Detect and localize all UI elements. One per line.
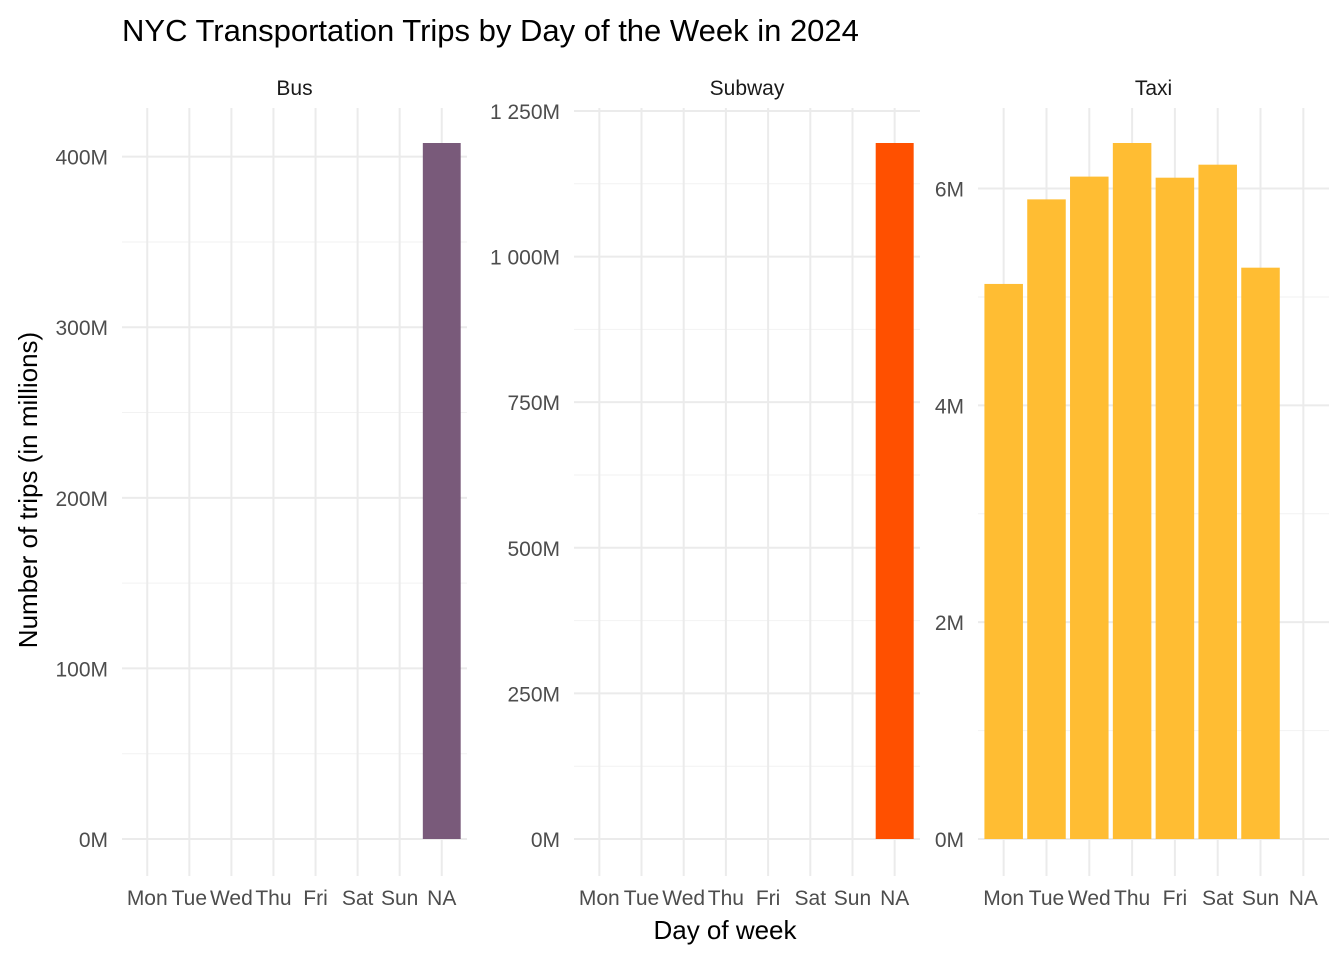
y-tick-label: 2M <box>935 612 964 635</box>
y-tick-label: 1 250M <box>490 101 560 124</box>
y-tick-label: 0M <box>79 829 108 852</box>
facet-subway: 0M 250M 500M 750M 1 000M 1 250M Mon Tue Wed Thu Fr… <box>490 77 920 910</box>
x-tick-label: Sat <box>342 887 374 910</box>
y-tick-label: 0M <box>531 829 560 852</box>
bar-taxi-thu <box>1112 143 1152 839</box>
y-tick-label: 250M <box>507 683 560 706</box>
x-tick-label: NA <box>880 887 909 910</box>
y-tick-label: 500M <box>507 538 560 561</box>
facet-bus: 0M 100M 200M 300M 400M Mon Tue Wed Thu Fri Sat Sun N… <box>55 77 467 910</box>
facet-strip-label: Taxi <box>1135 77 1172 100</box>
x-tick-label: Sat <box>795 887 827 910</box>
y-tick-label: 200M <box>55 488 108 511</box>
x-tick-label: Tue <box>624 887 659 910</box>
bar-taxi-fri <box>1155 177 1195 839</box>
y-tick-label: 400M <box>55 147 108 170</box>
bar-taxi-tue <box>1027 199 1066 839</box>
bar-bus-na <box>422 143 461 839</box>
y-tick-label: 4M <box>935 395 964 418</box>
x-tick-label: Tue <box>172 887 207 910</box>
bar-taxi-wed <box>1070 176 1109 839</box>
facet-strip-label: Bus <box>276 77 312 100</box>
x-tick-label: Thu <box>1114 887 1150 910</box>
bar-taxi-sun <box>1241 267 1280 840</box>
y-tick-label: 300M <box>55 317 108 340</box>
facet-taxi: 0M 2M 4M 6M Mon Tue Wed Thu Fri Sat Sun NA Taxi <box>935 77 1329 910</box>
x-tick-label: Fri <box>756 887 781 910</box>
y-tick-label: 0M <box>935 829 964 852</box>
x-tick-label: Mon <box>579 887 620 910</box>
x-tick-label: Thu <box>708 887 744 910</box>
x-tick-label: NA <box>427 887 456 910</box>
y-tick-label: 6M <box>935 179 964 202</box>
x-tick-label: Wed <box>662 887 705 910</box>
x-tick-label: Sun <box>381 887 418 910</box>
x-tick-label: Mon <box>983 887 1024 910</box>
bar-taxi-sat <box>1198 164 1237 839</box>
x-tick-label: Fri <box>1163 887 1188 910</box>
bar-subway-na <box>875 143 914 839</box>
x-tick-label: Fri <box>303 887 328 910</box>
y-tick-label: 1 000M <box>490 247 560 270</box>
x-axis-title: Day of week <box>653 915 797 945</box>
x-tick-label: Thu <box>255 887 291 910</box>
x-tick-label: Sun <box>1242 887 1279 910</box>
x-tick-label: Sat <box>1202 887 1234 910</box>
x-tick-label: Sun <box>834 887 871 910</box>
x-tick-label: Wed <box>1068 887 1111 910</box>
x-tick-label: NA <box>1289 887 1318 910</box>
y-tick-label: 100M <box>55 658 108 681</box>
x-tick-label: Wed <box>210 887 253 910</box>
facet-strip-label: Subway <box>710 77 785 100</box>
x-tick-label: Tue <box>1029 887 1064 910</box>
chart-title: NYC Transportation Trips by Day of the W… <box>122 13 859 48</box>
y-axis-title: Number of trips (in millions) <box>13 332 43 648</box>
y-tick-label: 750M <box>507 392 560 415</box>
x-tick-label: Mon <box>127 887 168 910</box>
bar-taxi-mon <box>984 283 1023 839</box>
